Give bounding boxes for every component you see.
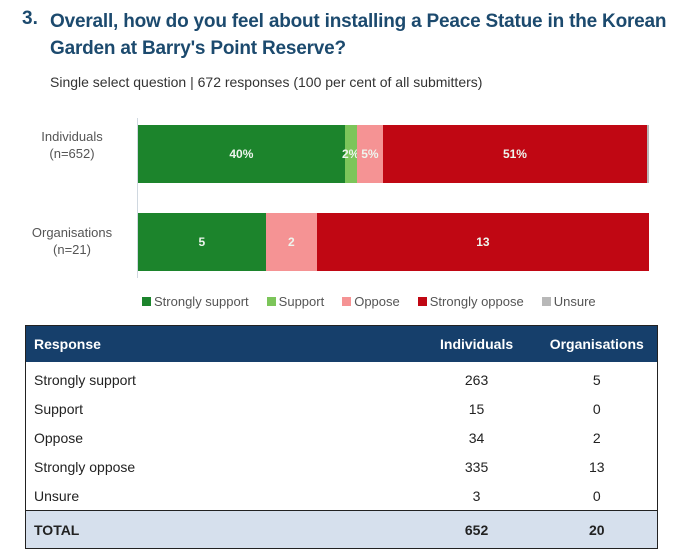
category-label-line1: Organisations bbox=[31, 225, 113, 240]
bar-segment-strongly_oppose bbox=[316, 213, 649, 271]
legend-item-unsure: Unsure bbox=[541, 294, 596, 309]
bar-individuals: 40% 2% 5% 51% bbox=[138, 125, 649, 183]
header-response: Response bbox=[34, 336, 101, 352]
bar-segment-support bbox=[344, 125, 357, 183]
question-subtitle: Single select question | 672 responses (… bbox=[50, 74, 483, 90]
header-individuals: Individuals bbox=[440, 336, 514, 352]
legend-swatch-icon bbox=[342, 297, 352, 306]
chart-legend: Strongly support Support Oppose Strongly op… bbox=[142, 294, 614, 309]
category-label-line1: Individuals bbox=[41, 129, 103, 144]
cell-individuals: 263 bbox=[464, 371, 489, 388]
data-label: 5 bbox=[198, 235, 206, 249]
cell-organisations: 20 bbox=[588, 521, 605, 538]
data-label: 40% bbox=[229, 147, 254, 161]
y-axis-line bbox=[137, 118, 138, 278]
bar-segment-strongly_oppose bbox=[383, 125, 647, 183]
cell-response: Support bbox=[34, 400, 84, 417]
stacked-bar-chart: Individuals (n=652) Organisations (n=21)… bbox=[0, 110, 693, 320]
cell-organisations: 2 bbox=[592, 429, 601, 446]
legend-swatch-icon bbox=[541, 297, 551, 306]
legend-label: Strongly oppose bbox=[429, 294, 524, 309]
cell-organisations: 13 bbox=[588, 458, 605, 475]
cell-response: Unsure bbox=[34, 487, 80, 504]
legend-label: Oppose bbox=[354, 294, 400, 309]
legend-swatch-icon bbox=[142, 297, 151, 306]
table-total-row: TOTAL 652 20 bbox=[25, 510, 658, 549]
legend-label: Support bbox=[278, 294, 325, 309]
table-row: Support 15 0 bbox=[26, 394, 658, 423]
cell-organisations: 5 bbox=[592, 371, 601, 388]
table-row: Strongly support 263 5 bbox=[26, 362, 658, 394]
question-title: Overall, how do you feel about installin… bbox=[50, 11, 667, 59]
category-label-organisations: Organisations (n=21) bbox=[17, 224, 127, 258]
cell-individuals: 15 bbox=[468, 400, 485, 417]
cell-individuals: 335 bbox=[464, 458, 489, 475]
data-label: 2 bbox=[287, 235, 295, 249]
cell-individuals: 3 bbox=[472, 487, 481, 504]
table-row: Unsure 3 0 bbox=[26, 481, 658, 511]
legend-item-support: Support bbox=[266, 294, 325, 309]
legend-swatch-icon bbox=[417, 297, 427, 306]
legend-label: Strongly support bbox=[154, 294, 249, 309]
cell-response: Strongly oppose bbox=[34, 458, 136, 475]
header-organisations: Organisations bbox=[549, 336, 644, 352]
category-label-line2: (n=652) bbox=[49, 146, 95, 161]
bar-segment-oppose bbox=[356, 125, 384, 183]
legend-item-strongly_oppose: Strongly oppose bbox=[417, 294, 524, 309]
legend-swatch-icon bbox=[266, 297, 276, 306]
cell-organisations: 0 bbox=[592, 400, 601, 417]
category-label-line2: (n=21) bbox=[53, 242, 91, 257]
legend-item-oppose: Oppose bbox=[342, 294, 400, 309]
data-label: 2% bbox=[341, 147, 360, 161]
data-label: 5% bbox=[361, 147, 379, 161]
data-label: 51% bbox=[502, 147, 527, 161]
cell-response: TOTAL bbox=[34, 521, 80, 538]
bar-segment-oppose bbox=[265, 213, 317, 271]
table-header-row: Response Individuals Organisations bbox=[25, 325, 658, 362]
legend-item-strongly_support: Strongly support bbox=[142, 294, 249, 309]
cell-individuals: 652 bbox=[464, 521, 489, 538]
data-label: 13 bbox=[476, 235, 490, 249]
cell-response: Strongly support bbox=[34, 371, 136, 388]
legend-label: Unsure bbox=[553, 294, 596, 309]
cell-organisations: 0 bbox=[592, 487, 601, 504]
table-row: Strongly oppose 335 13 bbox=[26, 452, 658, 481]
cell-response: Oppose bbox=[34, 429, 84, 446]
cell-individuals: 34 bbox=[468, 429, 485, 446]
question-number: 3. bbox=[22, 8, 38, 29]
bar-segment-strongly_support bbox=[138, 125, 345, 183]
bar-segment-unsure bbox=[646, 125, 649, 183]
response-table: Response Individuals Organisations Stron… bbox=[25, 325, 658, 549]
category-label-individuals: Individuals (n=652) bbox=[17, 128, 127, 162]
table-row: Oppose 34 2 bbox=[26, 423, 658, 452]
bar-organisations: 5 2 13 bbox=[138, 213, 649, 271]
bar-segment-strongly_support bbox=[138, 213, 266, 271]
